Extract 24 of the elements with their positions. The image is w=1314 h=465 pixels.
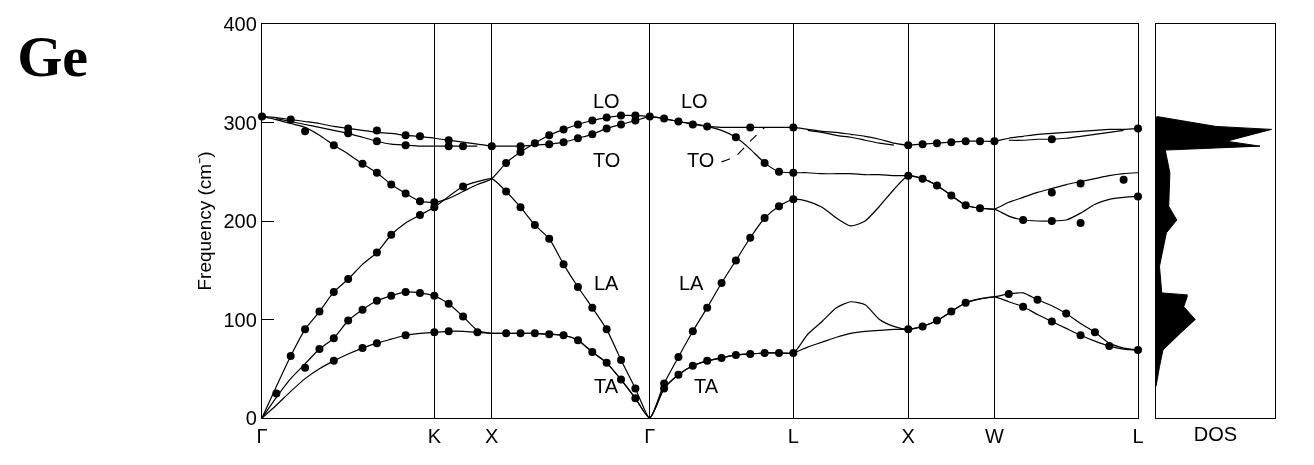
x-tick-label: K (427, 425, 442, 448)
x-tick-label: X (485, 425, 499, 448)
annotation: TA (594, 375, 619, 397)
x-tick-label: Γ (256, 425, 268, 448)
x-tick-label: L (1132, 425, 1144, 448)
x-tick-label: X (901, 425, 915, 448)
annotation: TA (694, 375, 719, 397)
x-tick-label: Γ (644, 425, 656, 448)
y-tick-label: 100 (223, 308, 257, 331)
annotation: TO (593, 149, 621, 171)
chart-title: Ge (17, 24, 89, 90)
annotation: LA (679, 272, 705, 294)
annotation: LO (681, 90, 708, 112)
x-tick-label: L (787, 425, 799, 448)
y-tick-label: 400 (223, 13, 257, 35)
y-tick-label: 200 (223, 210, 257, 232)
y-tick-label: 300 (223, 111, 257, 134)
annotation: LA (594, 272, 620, 294)
annotation: LO (593, 90, 620, 112)
x-tick-label: W (984, 425, 1004, 448)
x-axis-title: DOS (1193, 422, 1238, 445)
y-tick-label: 0 (245, 407, 257, 429)
y-axis-title: Frequency (cm⁻) (194, 151, 216, 291)
annotation: TO (687, 149, 715, 171)
